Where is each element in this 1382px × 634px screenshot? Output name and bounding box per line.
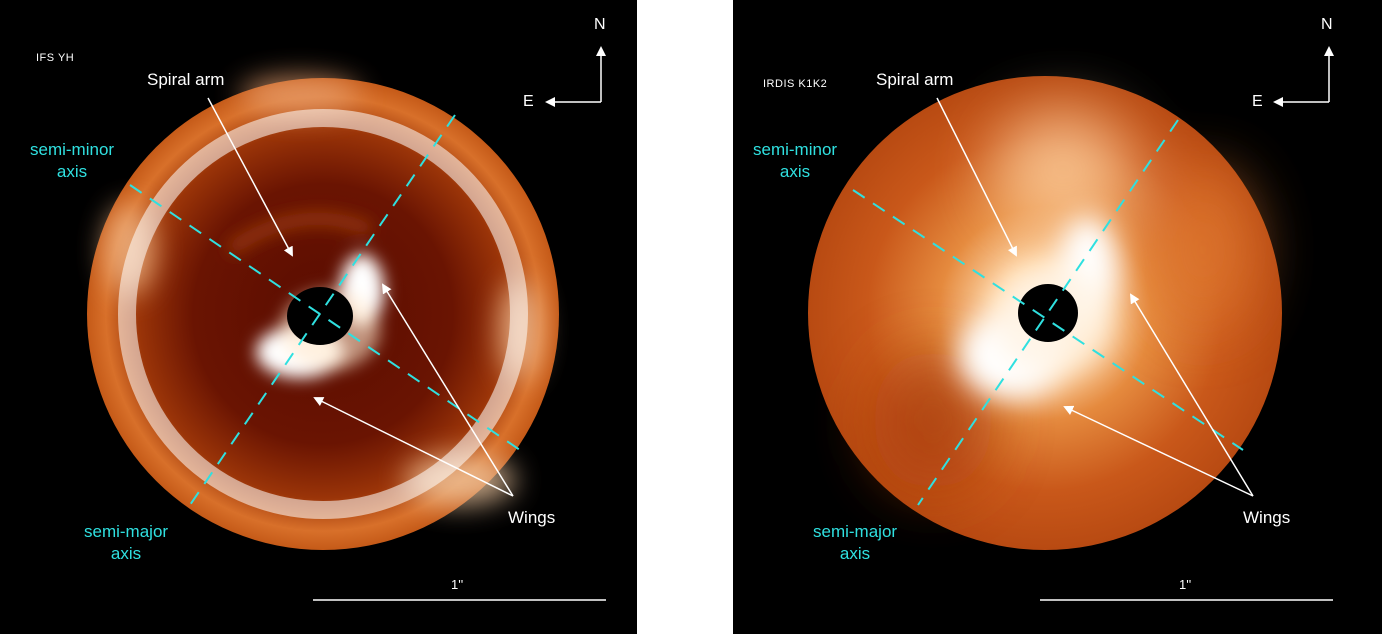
semi-minor-axis-label: semi-minor axis [30,140,115,181]
scale-label: 1'' [1179,577,1192,592]
east-label: E [1252,93,1263,110]
wing-arrow-upper [1129,293,1254,497]
semi-minor-axis-line [852,189,1244,451]
instrument-label: IFS YH [36,52,75,64]
wing-arrow-lower [1063,405,1254,497]
coronagraph-mask [1018,284,1078,342]
wing-arrow-lower [313,397,514,497]
semi-major-axis-label: semi-major axis [813,522,898,563]
spiral-arm-label: Spiral arm [147,70,225,89]
east-label: E [523,93,534,110]
wing-arrow-upper [381,283,514,497]
semi-major-axis-line [189,114,456,506]
spiral-arm-arrow [936,97,1017,257]
instrument-label: IRDIS K1K2 [763,78,828,90]
coronagraph-mask [287,287,353,345]
ifs-yh-panel: IFS YH Spiral arm semi-minor axis semi-m… [0,0,637,634]
wings-label: Wings [1243,508,1291,527]
ifs-disk-image [87,46,606,601]
irdis-k1k2-panel: IRDIS K1K2 Spiral arm semi-minor axis se… [733,0,1382,634]
semi-major-axis-line [917,119,1179,506]
spiral-arm-arrow [207,97,293,257]
spiral-arm-label: Spiral arm [876,70,954,89]
scale-label: 1'' [451,577,464,592]
semi-major-axis-label: semi-major axis [84,522,169,563]
ring-overlay [118,109,528,519]
north-label: N [594,16,606,33]
north-label: N [1321,16,1333,33]
wings-label: Wings [508,508,556,527]
semi-minor-axis-label: semi-minor axis [753,140,838,181]
semi-minor-axis-line [129,184,521,451]
irdis-disk-image [808,46,1334,601]
